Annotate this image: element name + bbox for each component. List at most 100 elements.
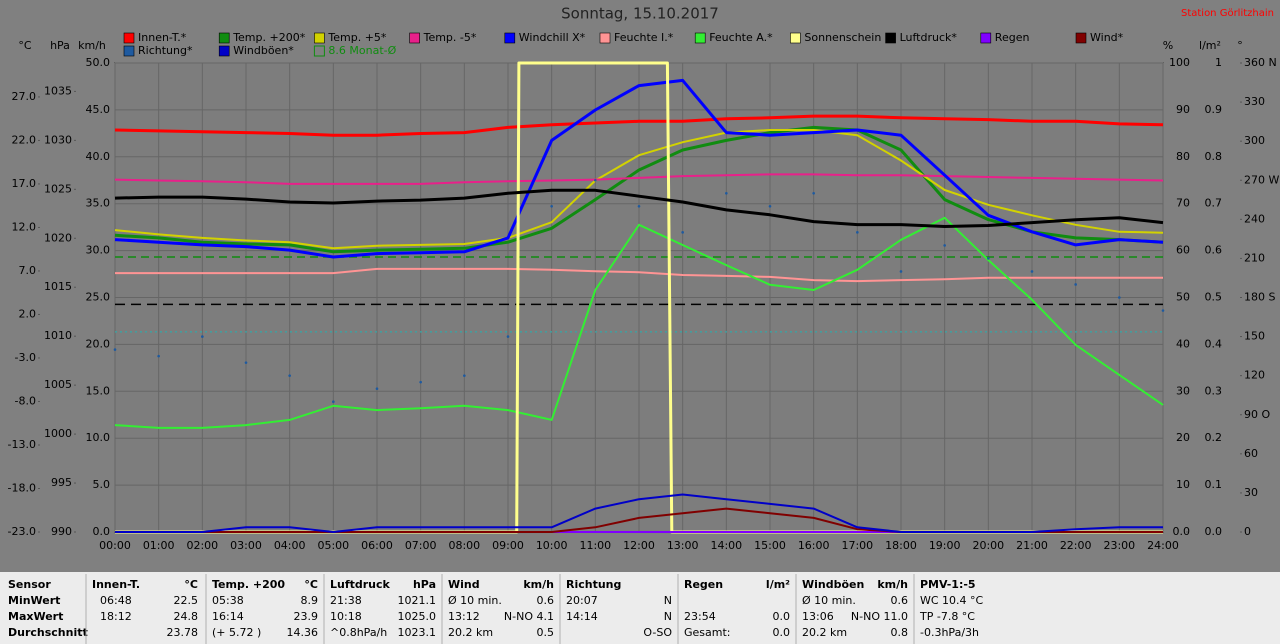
- group-title: Windböen: [802, 578, 864, 591]
- y-tick-label: 0.1: [1205, 478, 1223, 491]
- group-unit: hPa: [413, 578, 436, 591]
- axis-unit: hPa: [50, 39, 70, 52]
- group-unit: l/m²: [766, 578, 790, 591]
- legend-label: Temp. +200*: [232, 31, 306, 44]
- y-tick-label: 30.0: [86, 244, 111, 257]
- y-tick-label: 330: [1244, 95, 1265, 108]
- x-tick-label: 06:00: [361, 539, 393, 552]
- x-tick-label: 12:00: [623, 539, 655, 552]
- series-line: [115, 493, 1163, 533]
- cell: 10:18: [330, 610, 362, 623]
- direction-dot: [463, 374, 466, 377]
- x-tick-label: 00:00: [99, 539, 131, 552]
- y-tick-label: 20: [1176, 431, 1190, 444]
- y-tick-label: 210: [1244, 251, 1265, 264]
- legend-swatch: [790, 32, 801, 44]
- y-tick-label: 2.0: [19, 307, 37, 320]
- legend-swatch: [409, 32, 420, 44]
- y-tick-label: 60: [1176, 244, 1190, 257]
- table-bg: [0, 572, 1280, 644]
- y-tick-label: 70: [1176, 197, 1190, 210]
- y-tick-label: 10.0: [86, 431, 111, 444]
- x-tick-label: 03:00: [230, 539, 262, 552]
- x-tick-label: 09:00: [492, 539, 524, 552]
- axis-unit: °C: [18, 39, 32, 52]
- group-title: Wind: [448, 578, 480, 591]
- series-line: [114, 173, 1164, 185]
- group-unit: °C: [304, 578, 318, 591]
- legend-swatch: [218, 32, 230, 44]
- x-tick-label: 23:00: [1103, 539, 1135, 552]
- x-tick-label: 10:00: [536, 539, 568, 552]
- cell: (+ 5.72 ): [212, 626, 261, 639]
- group-title: PMV-1:-5: [920, 578, 976, 591]
- group-title: Innen-T.: [92, 578, 140, 591]
- legend-swatch: [599, 32, 611, 44]
- y-tick-label: 0.0: [1205, 525, 1223, 538]
- cell: 18:12: [100, 610, 132, 623]
- direction-dot: [332, 400, 335, 404]
- y-tick-label: 1005: [44, 378, 72, 391]
- cell: 20:07: [566, 594, 598, 607]
- legend-swatch: [123, 32, 135, 44]
- cell: Ø 10 min.: [802, 594, 856, 607]
- y-tick-label: 0.2: [1205, 431, 1223, 444]
- cell: 13:06: [802, 610, 834, 623]
- y-tick-label: 80: [1176, 150, 1190, 163]
- direction-dot: [375, 387, 379, 390]
- x-tick-label: 04:00: [274, 539, 306, 552]
- x-tick-label: 24:00: [1147, 539, 1179, 552]
- y-tick-label: 10: [1176, 478, 1190, 491]
- x-tick-label: 07:00: [405, 539, 437, 552]
- y-tick-label: 27.0: [12, 90, 37, 103]
- direction-dot: [943, 244, 946, 247]
- legend-label: Luftdruck*: [900, 31, 958, 44]
- y-tick-label: 90: [1176, 103, 1190, 116]
- direction-dot: [1161, 309, 1165, 312]
- cell: N-NO 4.1: [504, 610, 554, 623]
- legend-label: Temp. +5*: [327, 31, 387, 44]
- legend-swatch: [1075, 32, 1087, 44]
- direction-dot: [768, 205, 772, 208]
- row-label: MinWert: [8, 594, 60, 607]
- direction-dot: [201, 335, 204, 338]
- cell: 14.36: [287, 626, 319, 639]
- cell: N: [664, 610, 672, 623]
- legend-label: Feuchte A.*: [709, 31, 773, 44]
- cell: 0.0: [773, 610, 791, 623]
- legend-swatch: [694, 32, 706, 44]
- series-line: [114, 125, 1164, 254]
- x-tick-label: 16:00: [798, 539, 830, 552]
- y-tick-label: 40.0: [86, 150, 111, 163]
- y-tick-label: 40: [1176, 337, 1190, 350]
- cell: 14:14: [566, 610, 598, 623]
- cell: 23.9: [294, 610, 319, 623]
- legend-swatch: [313, 45, 325, 57]
- cell: 23:54: [684, 610, 716, 623]
- legend-label: Richtung*: [138, 44, 193, 57]
- y-tick-label: 270 W: [1244, 173, 1279, 186]
- legend-swatch: [885, 32, 896, 44]
- stats-table: Sensor MinWert MaxWert Durchschnitt Innen-T.…: [8, 574, 984, 644]
- y-tick-label: 0.4: [1205, 337, 1223, 350]
- y-tick-label: 0.7: [1205, 197, 1223, 210]
- y-tick-label: -8.0: [15, 394, 36, 407]
- y-tick-label: 360 N: [1244, 56, 1277, 69]
- legend-swatch: [218, 45, 230, 57]
- direction-dot: [550, 205, 553, 208]
- cell: ^0.8hPa/h: [330, 626, 387, 639]
- direction-dot: [113, 348, 117, 351]
- x-tick-label: 19:00: [929, 539, 961, 552]
- series-line: [114, 216, 1164, 429]
- y-tick-label: -13.0: [8, 438, 36, 451]
- axis-unit: %: [1163, 39, 1173, 52]
- direction-dot: [987, 257, 990, 260]
- y-tick-label: -23.0: [8, 525, 36, 538]
- y-tick-label: 180 S: [1244, 291, 1275, 304]
- cell: 0.0: [773, 626, 791, 639]
- legend-label: Feuchte I.*: [614, 31, 674, 44]
- cell: 16:14: [212, 610, 244, 623]
- cell: 05:38: [212, 594, 244, 607]
- x-tick-label: 21:00: [1016, 539, 1048, 552]
- series-line: [114, 78, 1164, 259]
